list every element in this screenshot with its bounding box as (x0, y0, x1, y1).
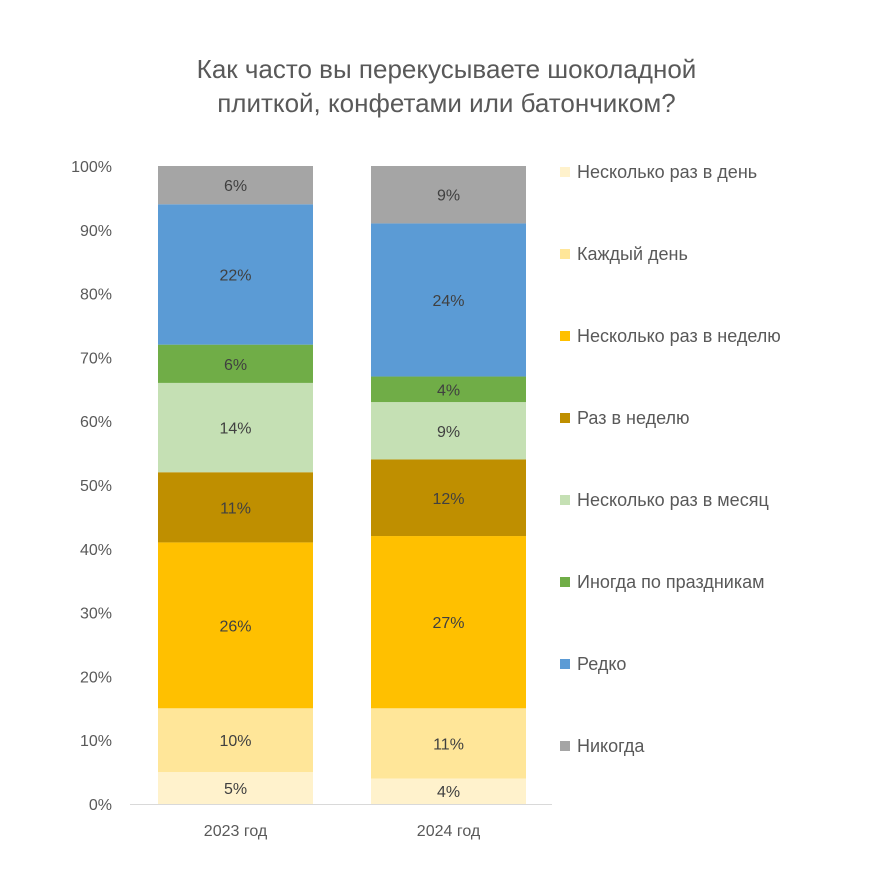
bar-segment (371, 459, 526, 537)
data-label: 6% (224, 178, 247, 195)
data-label: 11% (433, 736, 464, 753)
legend-swatch (560, 249, 570, 259)
x-tick-label: 2023 год (204, 823, 268, 840)
legend-label: Редко (577, 654, 626, 674)
legend-swatch (560, 331, 570, 341)
bar-segment (371, 402, 526, 460)
data-label: 4% (437, 382, 460, 399)
data-label: 6% (224, 357, 247, 374)
legend-swatch (560, 741, 570, 751)
bar-segment (158, 166, 313, 205)
legend-label: Иногда по праздникам (577, 572, 765, 592)
y-tick-label: 80% (80, 287, 112, 304)
y-tick-label: 40% (80, 542, 112, 559)
chart-title-line: Как часто вы перекусываете шоколадной (196, 54, 697, 84)
bar-segment (371, 166, 526, 224)
bar-segment (371, 223, 526, 377)
data-label: 11% (220, 500, 251, 517)
y-tick-label: 0% (89, 797, 112, 814)
data-label: 10% (219, 733, 251, 750)
legend-label: Несколько раз в месяц (577, 490, 769, 510)
y-tick-label: 10% (80, 733, 112, 750)
legend-label: Несколько раз в день (577, 162, 757, 182)
data-label: 24% (432, 293, 464, 310)
legend-swatch (560, 167, 570, 177)
legend-swatch (560, 413, 570, 423)
bar-segment (158, 772, 313, 804)
y-tick-label: 60% (80, 414, 112, 431)
bar-segment (371, 778, 526, 804)
data-label: 5% (224, 781, 247, 798)
bar-segment (158, 708, 313, 773)
data-label: 9% (437, 424, 460, 441)
data-label: 9% (437, 188, 460, 205)
data-label: 12% (432, 491, 464, 508)
y-tick-label: 70% (80, 350, 112, 367)
legend-swatch (560, 577, 570, 587)
data-label: 4% (437, 784, 460, 801)
bar-segment (158, 542, 313, 709)
legend-swatch (560, 659, 570, 669)
y-tick-label: 90% (80, 223, 112, 240)
y-tick-label: 20% (80, 669, 112, 686)
legend-label: Никогда (577, 736, 645, 756)
y-tick-label: 100% (71, 159, 112, 176)
legend-swatch (560, 495, 570, 505)
chart-title-line: плиткой, конфетами или батончиком? (217, 88, 676, 118)
data-label: 14% (219, 421, 251, 438)
bar-segment (371, 376, 526, 403)
bar-segment (158, 382, 313, 473)
legend-label: Несколько раз в неделю (577, 326, 781, 346)
legend-label: Каждый день (577, 244, 688, 264)
x-tick-label: 2024 год (417, 823, 481, 840)
bar-segment (158, 472, 313, 543)
data-label: 27% (432, 615, 464, 632)
bar-segment (371, 536, 526, 709)
legend-label: Раз в неделю (577, 408, 690, 428)
chart-title: Как часто вы перекусываете шоколадной пл… (0, 52, 893, 120)
bar-segment (371, 708, 526, 779)
y-tick-label: 50% (80, 478, 112, 495)
bar-segment (158, 344, 313, 383)
y-tick-label: 30% (80, 606, 112, 623)
data-label: 26% (219, 618, 251, 635)
bar-segment (158, 204, 313, 345)
data-label: 22% (219, 267, 251, 284)
